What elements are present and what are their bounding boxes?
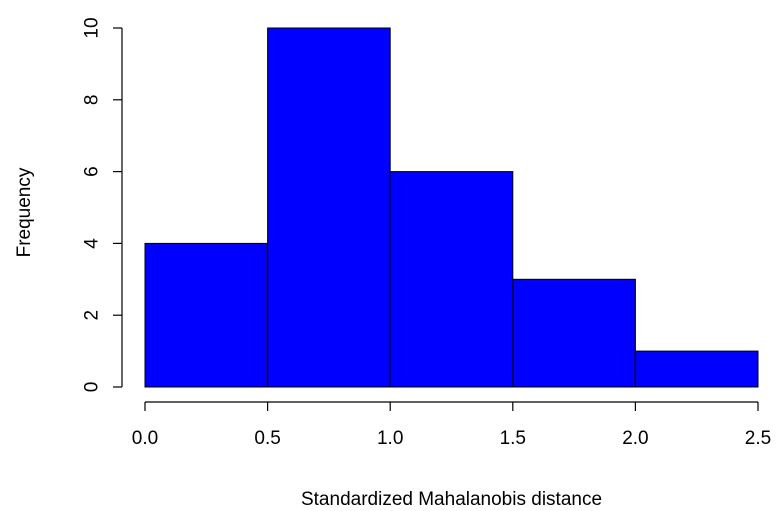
histogram-bar-0 (144, 242, 269, 388)
y-tick-label: 8 (82, 95, 103, 106)
histogram-bar-2 (389, 171, 514, 388)
histogram-bar-4 (634, 350, 759, 388)
y-tick-label: 10 (82, 17, 103, 38)
x-tick-label: 0.0 (132, 428, 158, 449)
y-tick-label: 4 (82, 238, 103, 249)
histogram-bar-1 (267, 27, 391, 388)
bars-group (144, 27, 759, 388)
x-tick-label: 2.0 (622, 428, 648, 449)
y-tick-label: 6 (82, 166, 103, 177)
y-tick-label: 0 (82, 382, 103, 393)
x-axis: 0.0 0.5 1.0 1.5 2.0 2.5 (132, 401, 771, 449)
x-tick-label: 0.5 (254, 428, 280, 449)
y-tick-label: 2 (82, 310, 103, 321)
histogram-bar-3 (512, 278, 636, 388)
y-axis-title: Frequency (14, 167, 35, 257)
x-axis-title: Standardized Mahalanobis distance (301, 489, 602, 510)
x-tick-label: 2.5 (745, 428, 771, 449)
y-axis: 0 2 4 6 8 10 (82, 17, 123, 392)
x-tick-label: 1.5 (500, 428, 526, 449)
x-tick-label: 1.0 (377, 428, 403, 449)
